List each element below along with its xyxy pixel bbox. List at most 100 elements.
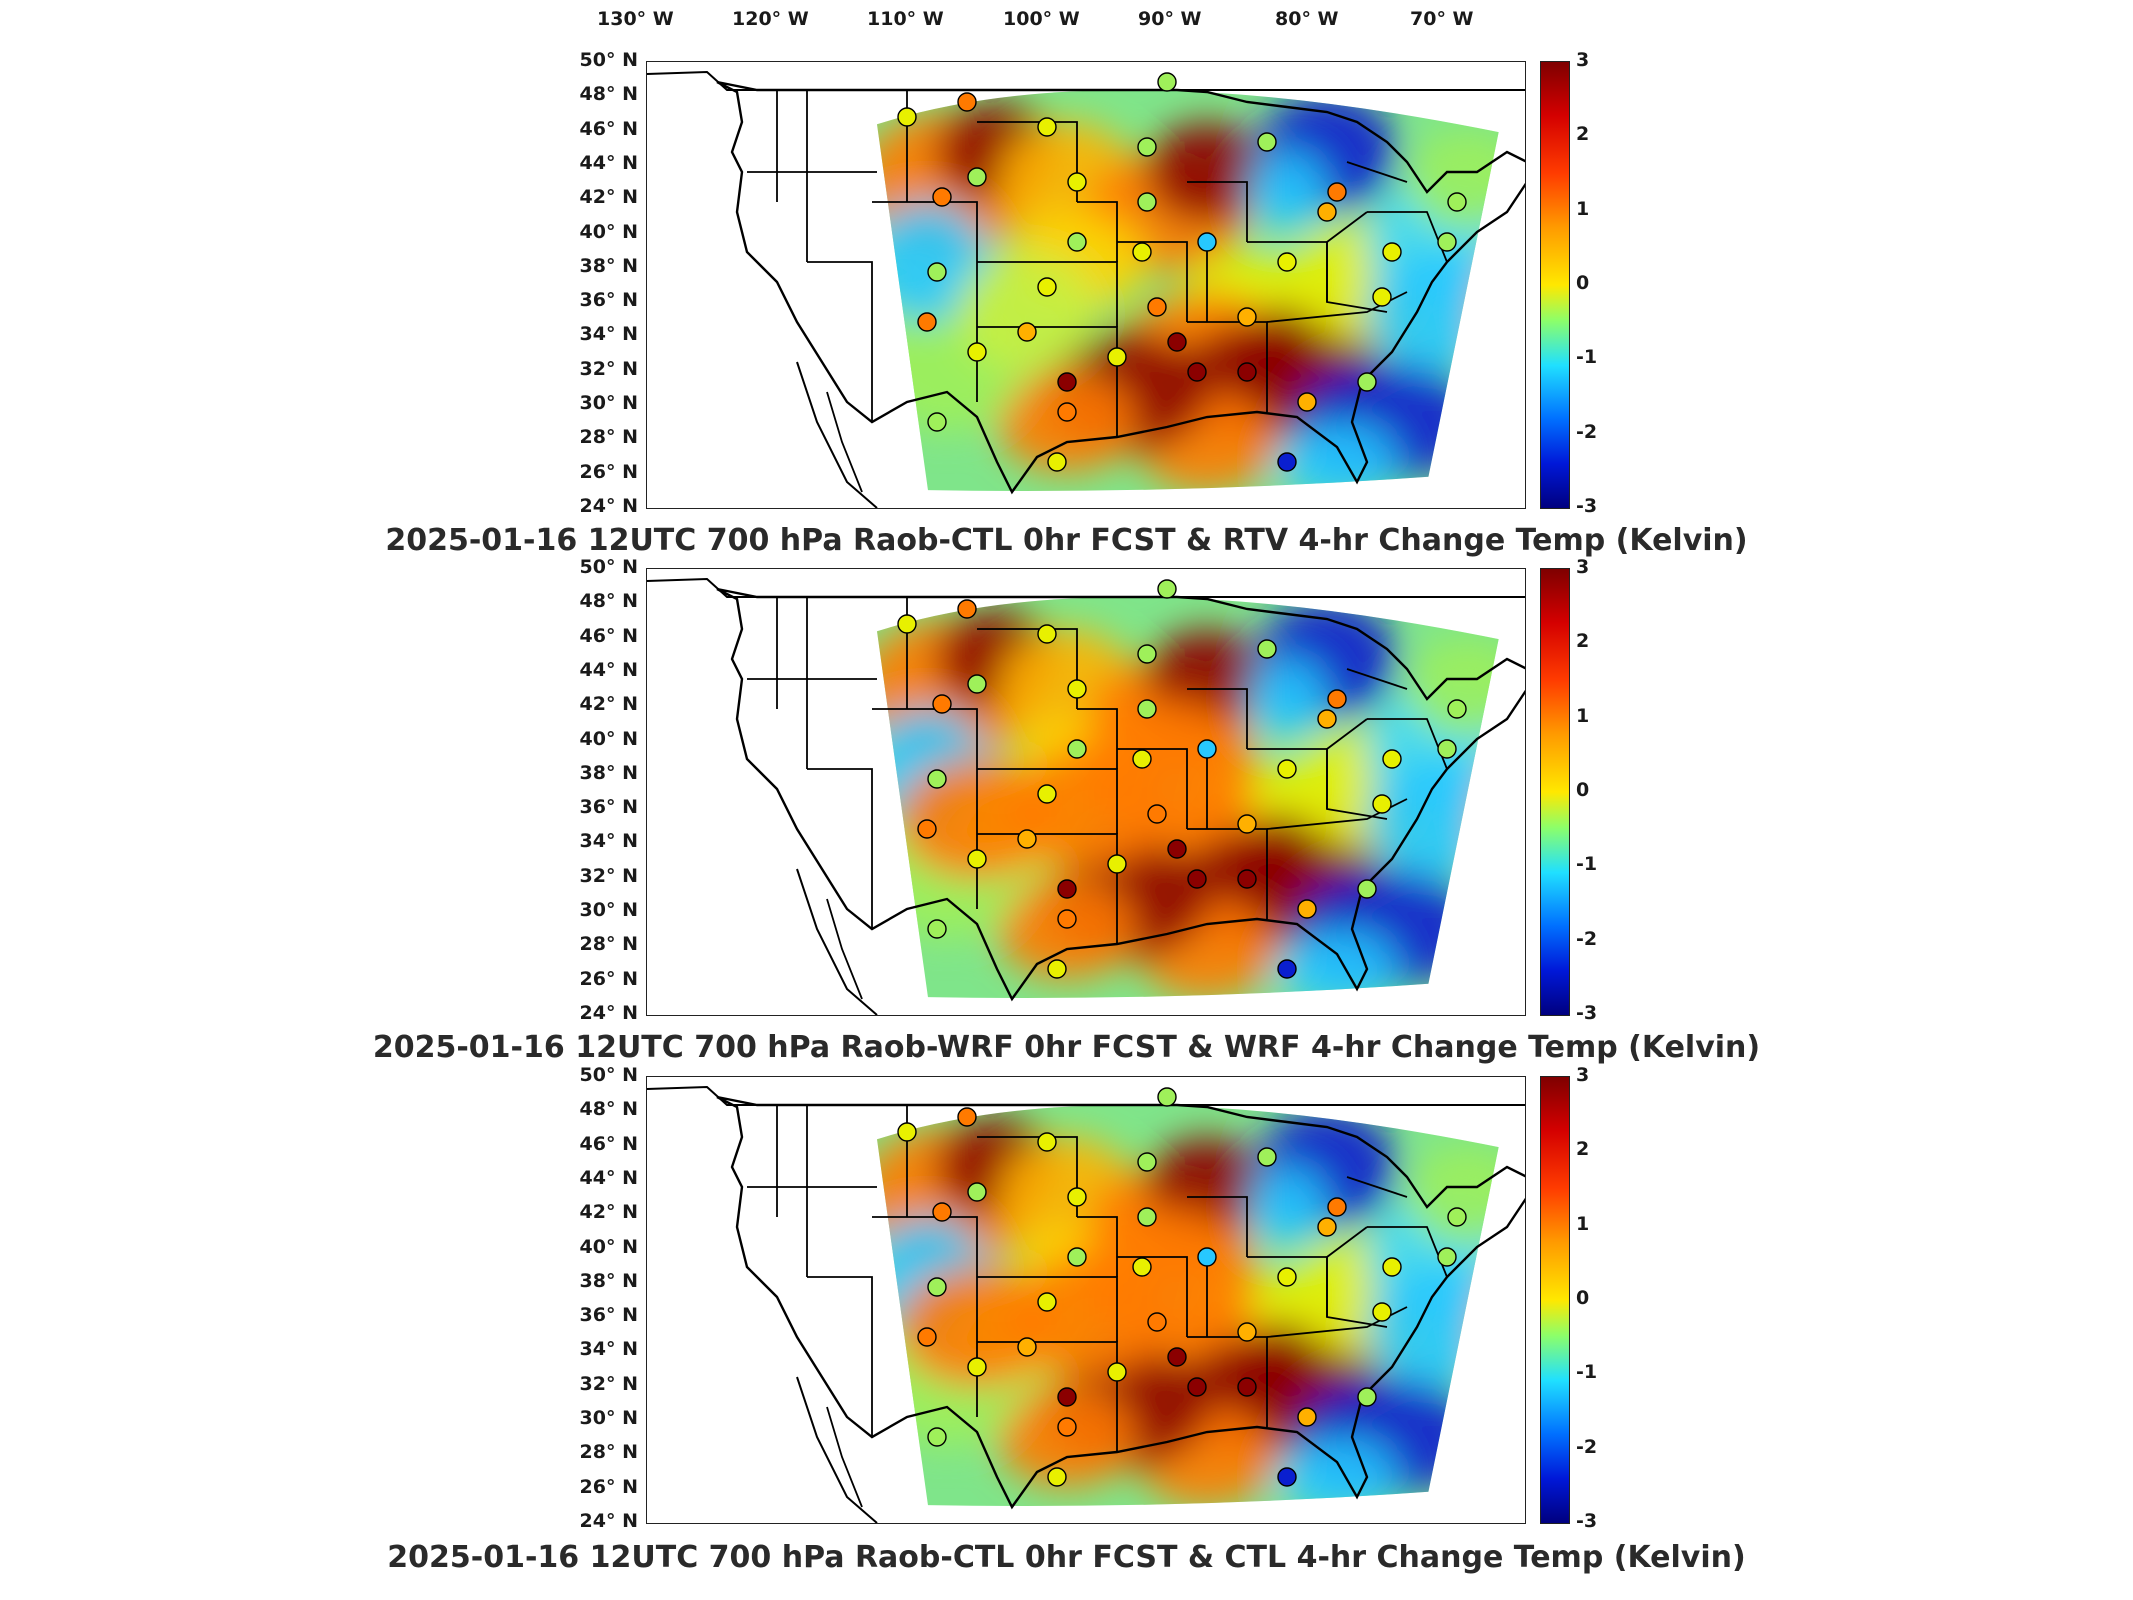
raob-station-marker bbox=[1067, 172, 1087, 192]
raob-station-marker bbox=[1437, 739, 1457, 759]
raob-station-marker bbox=[1147, 297, 1167, 317]
latitude-label: 46° N bbox=[579, 624, 638, 647]
raob-station-marker bbox=[1187, 869, 1207, 889]
raob-station-marker bbox=[1107, 1362, 1127, 1382]
latitude-label: 28° N bbox=[579, 933, 638, 956]
colorbar-tick-label: 2 bbox=[1576, 123, 1590, 146]
raob-station-marker bbox=[967, 1182, 987, 1202]
raob-station-marker bbox=[1137, 1207, 1157, 1227]
colorbar-tick-label: -1 bbox=[1576, 853, 1598, 876]
colorbar-tick-label: -3 bbox=[1576, 495, 1598, 517]
colorbar-tick-label: 3 bbox=[1576, 556, 1590, 578]
raob-station-marker bbox=[927, 1277, 947, 1297]
raob-station-marker bbox=[1277, 1467, 1297, 1487]
latitude-label: 36° N bbox=[579, 289, 638, 312]
raob-station-marker bbox=[927, 412, 947, 432]
latitude-label: 40° N bbox=[579, 220, 638, 243]
latitude-label: 30° N bbox=[579, 899, 638, 922]
raob-station-marker bbox=[927, 1427, 947, 1447]
raob-station-marker bbox=[1357, 372, 1377, 392]
raob-station-marker bbox=[1167, 839, 1187, 859]
raob-station-marker bbox=[967, 674, 987, 694]
raob-station-marker bbox=[1147, 1312, 1167, 1332]
map-panel bbox=[646, 1076, 1526, 1524]
raob-station-marker bbox=[1107, 854, 1127, 874]
raob-station-marker bbox=[1147, 804, 1167, 824]
raob-station-marker bbox=[927, 919, 947, 939]
raob-station-marker bbox=[1017, 1337, 1037, 1357]
raob-station-marker bbox=[1237, 814, 1257, 834]
raob-station-marker bbox=[897, 1122, 917, 1142]
raob-station-marker bbox=[1447, 1207, 1467, 1227]
raob-station-marker bbox=[1107, 347, 1127, 367]
raob-station-marker bbox=[932, 694, 952, 714]
raob-station-marker bbox=[1037, 784, 1057, 804]
latitude-label: 50° N bbox=[579, 49, 638, 71]
raob-station-marker bbox=[1037, 1292, 1057, 1312]
latitude-label: 34° N bbox=[579, 830, 638, 853]
panel-title: 2025-01-16 12UTC 700 hPa Raob-CTL 0hr FC… bbox=[385, 523, 1748, 558]
raob-station-marker bbox=[1237, 307, 1257, 327]
colorbar-tick-label: 3 bbox=[1576, 49, 1590, 71]
latitude-label: 38° N bbox=[579, 254, 638, 277]
latitude-label: 26° N bbox=[579, 1475, 638, 1498]
latitude-label: 34° N bbox=[579, 1338, 638, 1361]
raob-station-marker bbox=[1277, 959, 1297, 979]
panel-title: 2025-01-16 12UTC 700 hPa Raob-WRF 0hr FC… bbox=[372, 1030, 1761, 1065]
colorbar bbox=[1540, 1076, 1570, 1524]
raob-station-marker bbox=[1197, 1247, 1217, 1267]
raob-station-marker bbox=[927, 262, 947, 282]
colorbar-tick-label: -2 bbox=[1576, 1435, 1598, 1458]
colorbar-tick-label: 2 bbox=[1576, 630, 1590, 653]
colorbar-tick-label: 0 bbox=[1576, 272, 1590, 294]
raob-station-marker bbox=[1357, 879, 1377, 899]
raob-station-marker bbox=[967, 342, 987, 362]
raob-station-marker bbox=[1157, 1087, 1177, 1107]
raob-station-marker bbox=[1237, 1377, 1257, 1397]
colorbar-tick-label: 1 bbox=[1576, 197, 1590, 220]
raob-station-marker bbox=[1277, 1267, 1297, 1287]
latitude-label: 40° N bbox=[579, 1235, 638, 1258]
longitude-label: 130° W bbox=[597, 8, 674, 30]
longitude-label: 70° W bbox=[1410, 8, 1474, 30]
raob-station-marker bbox=[1067, 232, 1087, 252]
latitude-label: 48° N bbox=[579, 83, 638, 106]
panel-title: 2025-01-16 12UTC 700 hPa Raob-CTL 0hr FC… bbox=[387, 1540, 1746, 1575]
colorbar-tick-label: 3 bbox=[1576, 1064, 1590, 1086]
raob-station-marker bbox=[1257, 1147, 1277, 1167]
raob-station-marker bbox=[1382, 1257, 1402, 1277]
colorbar-tick-label: -3 bbox=[1576, 1002, 1598, 1024]
latitude-label: 48° N bbox=[579, 590, 638, 613]
raob-station-marker bbox=[1047, 959, 1067, 979]
colorbar-tick-label: -3 bbox=[1576, 1510, 1598, 1532]
colorbar-tick-label: 0 bbox=[1576, 1287, 1590, 1309]
latitude-label: 28° N bbox=[579, 1441, 638, 1464]
latitude-label: 42° N bbox=[579, 693, 638, 716]
latitude-label: 30° N bbox=[579, 392, 638, 415]
raob-station-marker bbox=[1277, 452, 1297, 472]
latitude-label: 44° N bbox=[579, 1166, 638, 1189]
raob-station-marker bbox=[1067, 1187, 1087, 1207]
raob-station-marker bbox=[1167, 1347, 1187, 1367]
latitude-label: 24° N bbox=[579, 1002, 638, 1024]
raob-station-marker bbox=[1447, 699, 1467, 719]
latitude-label: 26° N bbox=[579, 460, 638, 483]
raob-station-marker bbox=[1137, 192, 1157, 212]
raob-station-marker bbox=[1297, 899, 1317, 919]
raob-station-marker bbox=[1382, 242, 1402, 262]
raob-station-marker bbox=[957, 1107, 977, 1127]
raob-station-marker bbox=[1237, 362, 1257, 382]
raob-station-marker bbox=[1132, 749, 1152, 769]
longitude-label: 90° W bbox=[1138, 8, 1202, 30]
raob-station-marker bbox=[1237, 869, 1257, 889]
latitude-label: 50° N bbox=[579, 1064, 638, 1086]
raob-station-marker bbox=[1317, 1217, 1337, 1237]
raob-station-marker bbox=[1257, 639, 1277, 659]
raob-station-marker bbox=[1057, 909, 1077, 929]
raob-station-marker bbox=[1197, 232, 1217, 252]
raob-station-marker bbox=[1277, 252, 1297, 272]
raob-station-marker bbox=[1067, 1247, 1087, 1267]
latitude-label: 42° N bbox=[579, 186, 638, 209]
raob-station-marker bbox=[897, 614, 917, 634]
raob-station-marker bbox=[1187, 1377, 1207, 1397]
